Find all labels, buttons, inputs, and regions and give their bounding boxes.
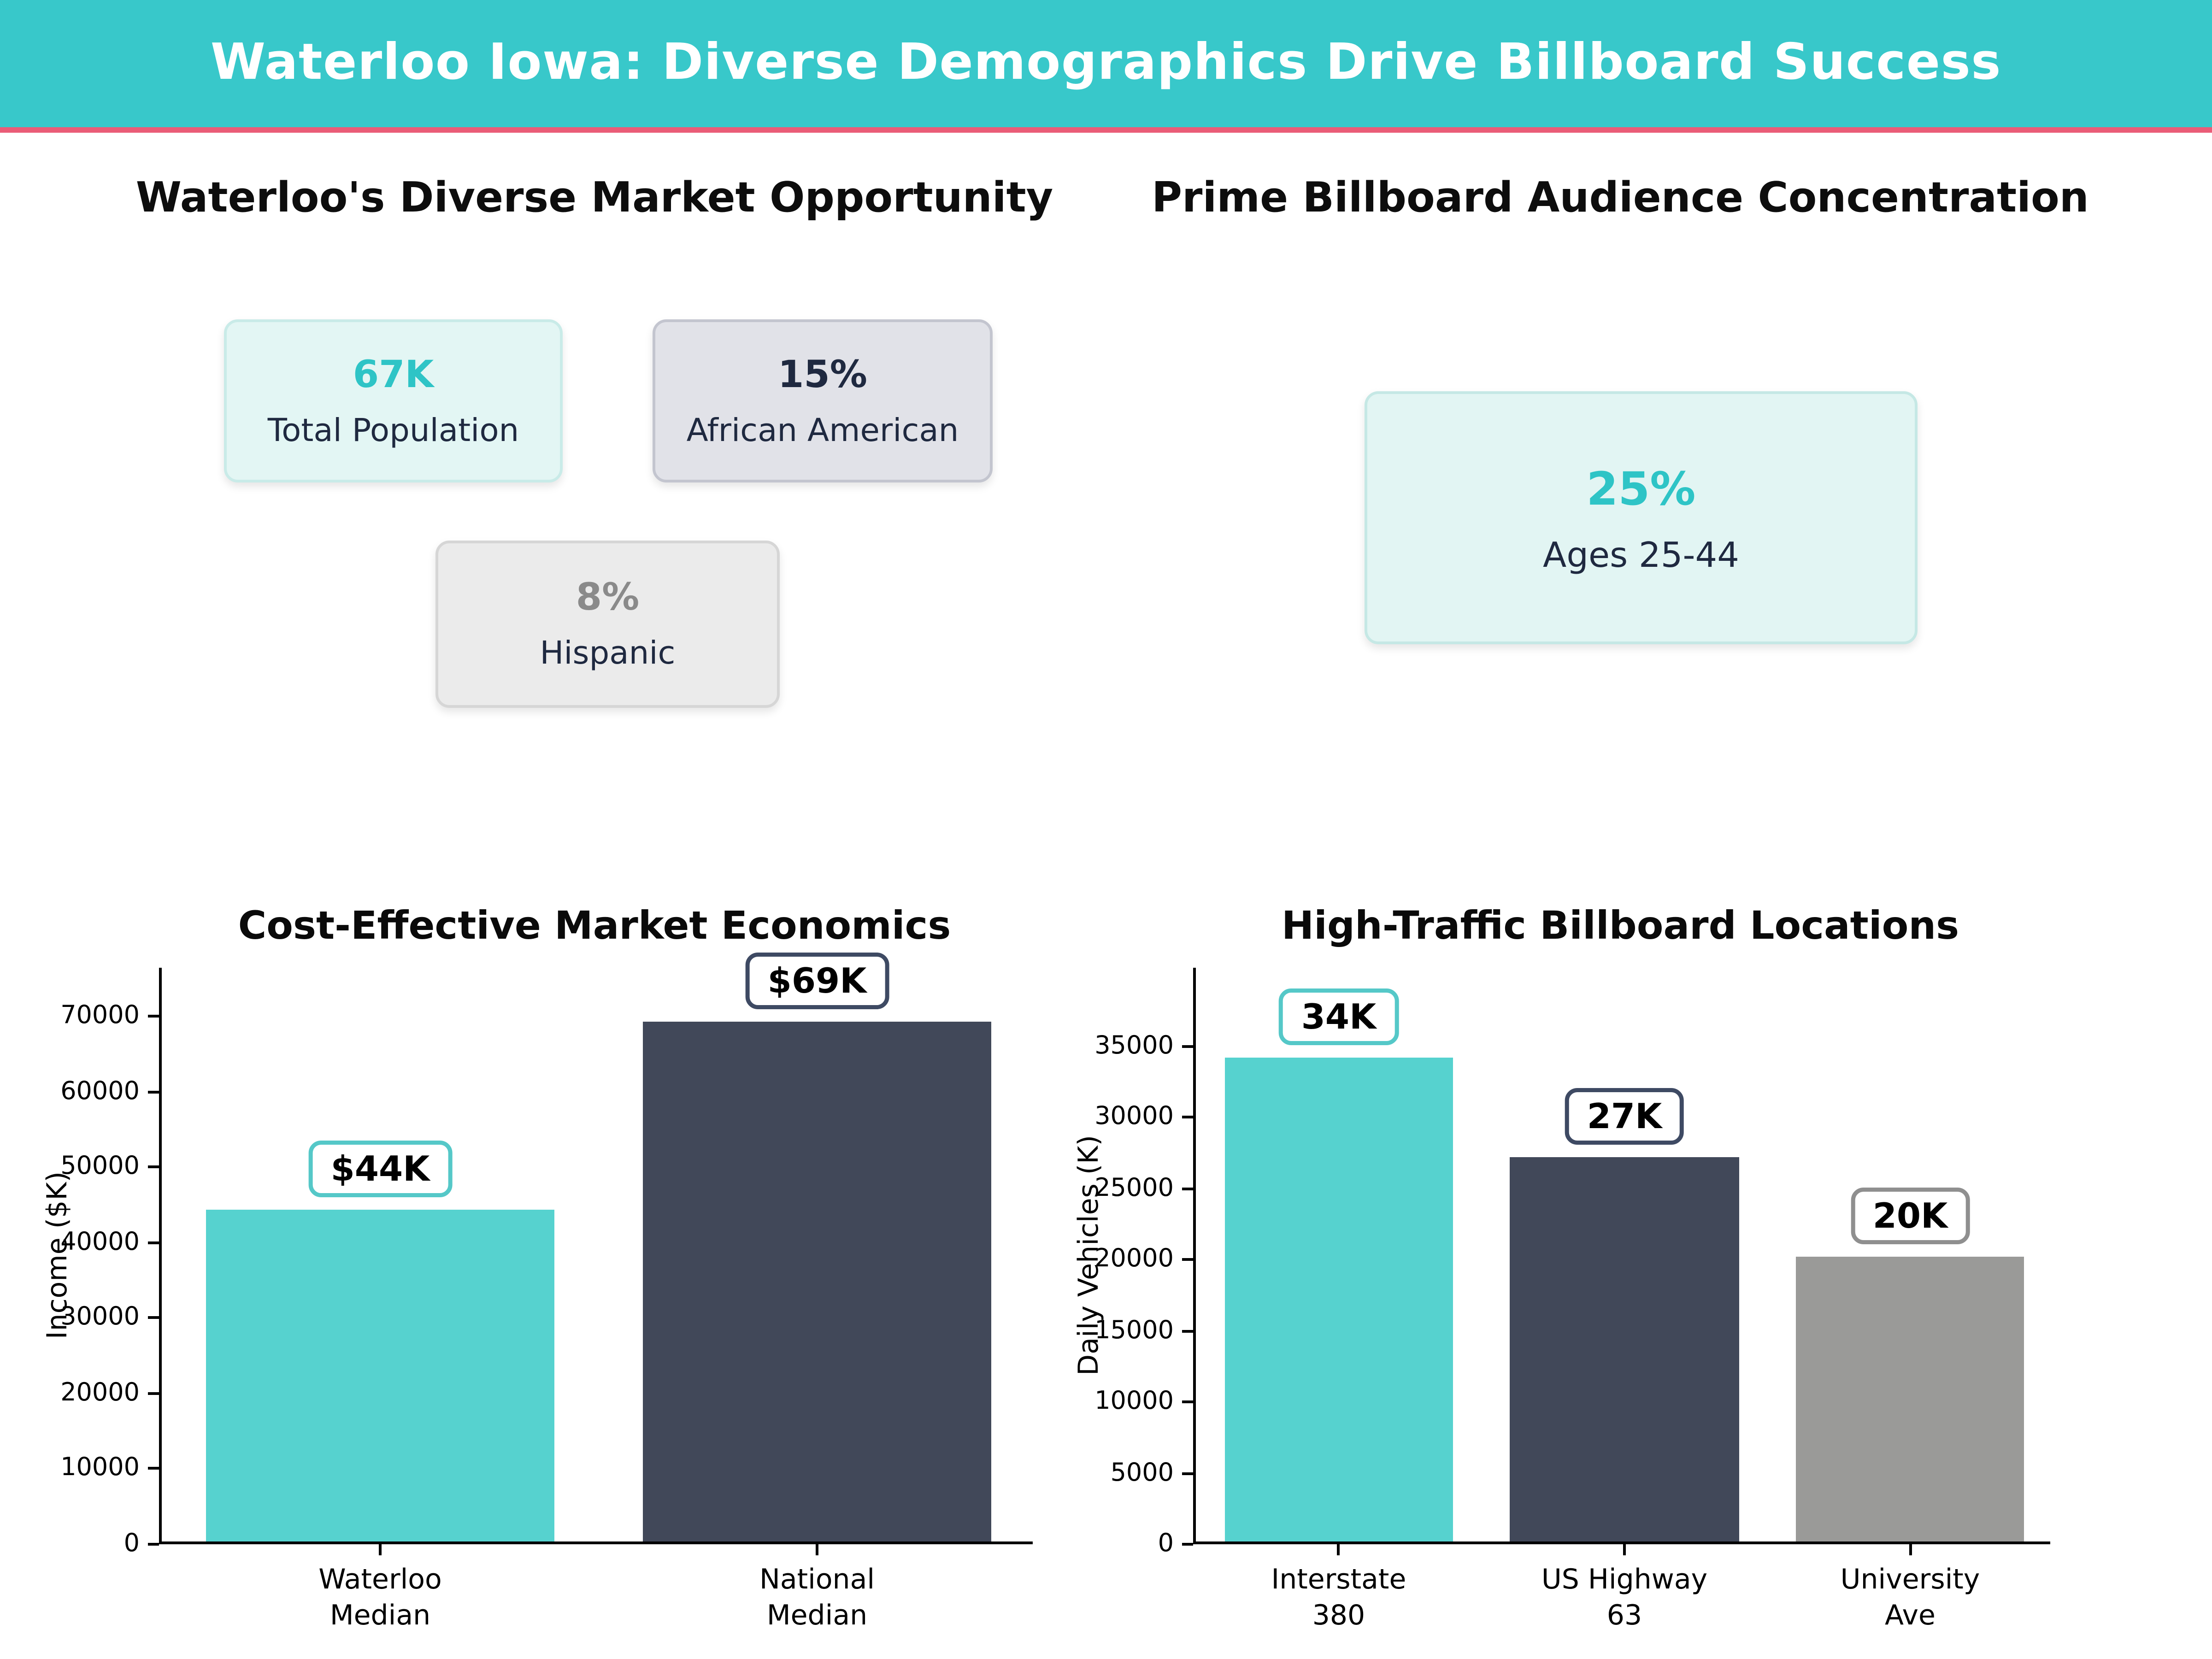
x-tick-label: University Ave xyxy=(1840,1562,1980,1631)
audience-section-title: Prime Billboard Audience Concentration xyxy=(1152,174,2089,223)
bar-university-ave xyxy=(1796,1257,2024,1541)
y-tick-mark xyxy=(1182,1258,1193,1261)
y-tick-label: 5000 xyxy=(1110,1458,1174,1487)
bar-interstate-380 xyxy=(1224,1057,1453,1541)
chart-title-market-economics: Cost-Effective Market Economics xyxy=(238,903,951,948)
stat-label: Ages 25-44 xyxy=(1543,534,1739,575)
y-tick-mark xyxy=(1182,1329,1193,1332)
y-tick-label: 20000 xyxy=(60,1378,140,1407)
y-tick-mark xyxy=(1182,1543,1193,1546)
x-tick-mark xyxy=(1623,1544,1626,1555)
bar-waterloo-median xyxy=(205,1210,555,1541)
stat-card-hispanic: 8% Hispanic xyxy=(435,541,780,708)
y-tick-label: 0 xyxy=(124,1529,140,1558)
stat-label: African American xyxy=(686,412,959,449)
y-tick-label: 15000 xyxy=(1094,1315,1174,1345)
y-tick-label: 25000 xyxy=(1094,1173,1174,1202)
y-tick-label: 30000 xyxy=(60,1303,140,1332)
y-tick-label: 50000 xyxy=(60,1152,140,1182)
bar-value-label: $44K xyxy=(308,1141,452,1198)
y-tick-label: 30000 xyxy=(1094,1102,1174,1131)
y-tick-mark xyxy=(1182,1116,1193,1119)
x-tick-mark xyxy=(379,1544,382,1555)
y-tick-label: 0 xyxy=(1158,1529,1174,1558)
y-tick-label: 20000 xyxy=(1094,1244,1174,1274)
bar-value-label: 20K xyxy=(1850,1188,1970,1245)
y-tick-mark xyxy=(1182,1044,1193,1047)
chart-title-billboard-locations: High-Traffic Billboard Locations xyxy=(1281,903,1959,948)
y-tick-mark xyxy=(148,1241,159,1244)
page-title: Waterloo Iowa: Diverse Demographics Driv… xyxy=(210,35,2002,91)
y-tick-mark xyxy=(1182,1400,1193,1404)
y-tick-mark xyxy=(148,1015,159,1018)
bar-value-label: 27K xyxy=(1565,1088,1684,1145)
x-tick-label: Waterloo Median xyxy=(318,1562,442,1631)
bar-us-highway-63 xyxy=(1510,1157,1739,1541)
stat-value: 8% xyxy=(576,577,640,619)
y-tick-mark xyxy=(1182,1187,1193,1190)
y-tick-mark xyxy=(148,1166,159,1169)
x-tick-label: National Median xyxy=(759,1562,875,1631)
y-tick-mark xyxy=(148,1317,159,1320)
y-tick-label: 35000 xyxy=(1094,1030,1174,1060)
y-tick-mark xyxy=(148,1467,159,1471)
x-tick-mark xyxy=(1908,1544,1912,1555)
stat-value: 15% xyxy=(778,353,867,396)
x-tick-label: Interstate 380 xyxy=(1271,1562,1406,1631)
bar-value-label: 34K xyxy=(1279,988,1399,1045)
bar-national-median xyxy=(642,1021,992,1541)
x-tick-mark xyxy=(1337,1544,1340,1555)
y-tick-label: 60000 xyxy=(60,1077,140,1106)
y-tick-mark xyxy=(148,1543,159,1546)
demographics-section-title: Waterloo's Diverse Market Opportunity xyxy=(135,174,1053,223)
y-tick-mark xyxy=(148,1090,159,1094)
y-tick-label: 40000 xyxy=(60,1227,140,1257)
bar-chart-billboard-locations: Daily Vehicles (K) 0 5000 10000 15000 20000 2… xyxy=(1071,968,2050,1631)
header-banner: Waterloo Iowa: Diverse Demographics Driv… xyxy=(0,0,2212,127)
x-tick-mark xyxy=(816,1544,818,1555)
stat-card-total-population: 67K Total Population xyxy=(224,319,563,482)
y-tick-mark xyxy=(1182,1471,1193,1475)
stat-value: 25% xyxy=(1586,461,1696,515)
stat-value: 67K xyxy=(353,353,434,396)
header-divider xyxy=(0,127,2212,133)
y-tick-label: 10000 xyxy=(60,1453,140,1483)
y-tick-mark xyxy=(148,1392,159,1395)
x-tick-label: US Highway 63 xyxy=(1541,1562,1708,1631)
stat-card-african-american: 15% African American xyxy=(653,319,993,482)
y-tick-label: 10000 xyxy=(1094,1387,1174,1416)
y-tick-label: 70000 xyxy=(60,1001,140,1031)
stat-card-ages-25-44: 25% Ages 25-44 xyxy=(1365,391,1918,644)
bar-chart-market-economics: Income ($K) 0 10000 20000 30000 40000 50000 60… xyxy=(40,952,1033,1631)
stat-label: Hispanic xyxy=(540,636,676,672)
bar-value-label: $69K xyxy=(745,952,889,1009)
stat-label: Total Population xyxy=(267,412,519,449)
